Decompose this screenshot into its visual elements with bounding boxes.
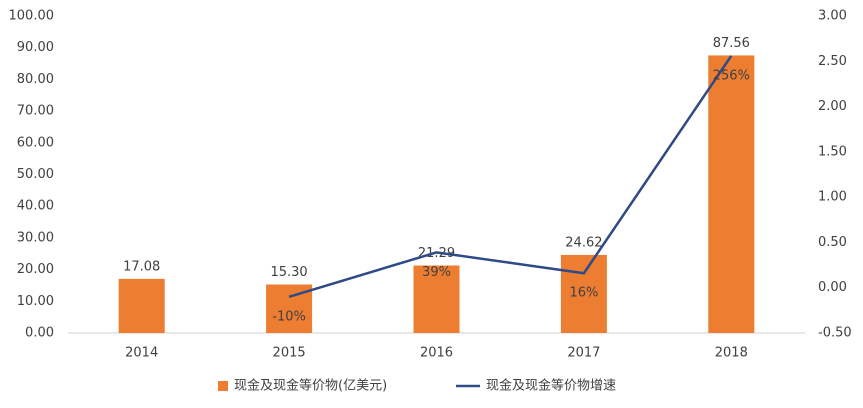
line	[288, 55, 733, 298]
legend-swatch	[218, 381, 228, 391]
y2-tick-label: 1.50	[818, 144, 847, 159]
data-label: 17.08	[123, 259, 160, 274]
y2-tick-label: 2.00	[818, 99, 847, 114]
y-tick-label: 0.00	[25, 326, 54, 341]
x-tick-label: 2014	[125, 346, 158, 361]
y2-tick-label: 1.00	[818, 190, 847, 205]
data-label: 16%	[569, 286, 598, 301]
y-tick-label: 40.00	[17, 199, 54, 214]
bar	[118, 278, 165, 333]
y2-tick-label: 2.50	[818, 54, 847, 69]
x-tick-label: 2018	[715, 346, 748, 361]
y2-tick-label: 3.00	[818, 9, 847, 24]
data-label: 87.56	[713, 36, 750, 51]
y-tick-label: 60.00	[17, 135, 54, 150]
bar	[560, 254, 607, 333]
y-tick-label: 10.00	[17, 294, 54, 309]
y-tick-label: 70.00	[17, 104, 54, 119]
y-tick-label: 20.00	[17, 262, 54, 277]
x-tick-label: 2016	[420, 346, 453, 361]
y-tick-label: 30.00	[17, 230, 54, 245]
legend-label: 现金及现金等价物(亿美元)	[234, 378, 387, 394]
legend-label: 现金及现金等价物增速	[486, 378, 616, 394]
data-label: 256%	[713, 68, 750, 83]
bar	[708, 55, 755, 333]
data-label: -10%	[272, 309, 306, 324]
y2-tick-label: -0.50	[818, 326, 852, 341]
data-label: 15.30	[270, 265, 307, 280]
y-tick-label: 80.00	[17, 72, 54, 87]
y-tick-label: 50.00	[17, 167, 54, 182]
x-tick-label: 2015	[273, 346, 306, 361]
bar	[413, 265, 460, 333]
data-label: 24.62	[565, 235, 602, 250]
data-label: 39%	[422, 265, 451, 280]
y-tick-label: 100.00	[9, 9, 55, 24]
y2-tick-label: 0.00	[818, 280, 847, 295]
y-tick-label: 90.00	[17, 40, 54, 55]
y2-tick-label: 0.50	[818, 235, 847, 250]
x-tick-label: 2017	[567, 346, 600, 361]
